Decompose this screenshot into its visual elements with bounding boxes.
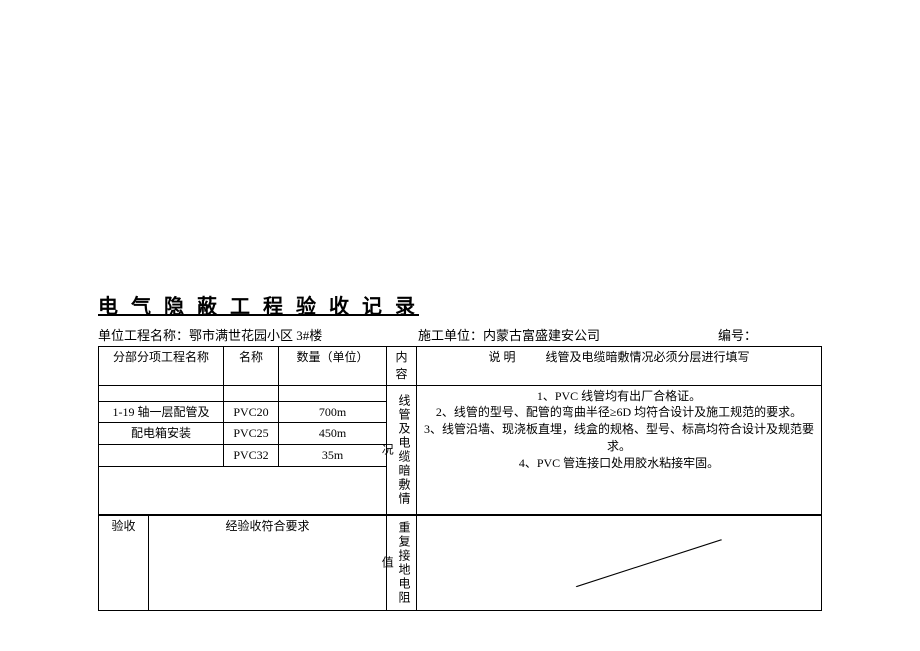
meta-contractor: 施工单位：内蒙古富盛建安公司 — [418, 325, 718, 344]
hdr-col4: 内容 — [387, 347, 417, 386]
notes-cell: 1、PVC 线管均有出厂合格证。 2、线管的型号、配管的弯曲半径≥6D 均符合设… — [417, 385, 822, 514]
meta-number: 编号： — [718, 325, 822, 344]
content-label: 线管及电缆暗敷情况 — [387, 385, 417, 514]
spacer-c1 — [99, 385, 224, 401]
meta-contractor-label: 施工单位： — [418, 328, 483, 343]
accept-ground-label: 重复接地电阻值 — [387, 515, 417, 610]
hdr-col2: 名称 — [224, 347, 279, 386]
signature-line — [558, 535, 740, 591]
hdr-col1: 分部分项工程名称 — [99, 347, 224, 386]
accept-result: 经验收符合要求 — [149, 515, 387, 610]
r1-qty: 700m — [279, 401, 387, 423]
meta-unit-value: 鄂市满世花园小区 3#楼 — [189, 328, 322, 343]
meta-unit-label: 单位工程名称： — [98, 328, 189, 343]
r1-spec: PVC20 — [224, 401, 279, 423]
r2-qty: 450m — [279, 423, 387, 445]
spacer-c2 — [224, 385, 279, 401]
r1-name: 1-19 轴一层配管及 — [99, 401, 224, 423]
spacer-c3 — [279, 385, 387, 401]
hdr-col5b: 线管及电缆暗敷情况必须分层进行填写 — [546, 350, 750, 364]
accept-table: 验收 经验收符合要求 重复接地电阻值 — [98, 515, 822, 611]
page-title: 电 气 隐 蔽 工 程 验 收 记 录 — [98, 290, 822, 319]
meta-unit: 单位工程名称：鄂市满世花园小区 3#楼 — [98, 325, 418, 344]
r3-qty: 35m — [279, 445, 387, 467]
r3-name — [99, 445, 224, 467]
meta-contractor-value: 内蒙古富盛建安公司 — [483, 328, 600, 343]
r3-spec: PVC32 — [224, 445, 279, 467]
meta-number-label: 编号： — [718, 328, 757, 343]
filler-cell — [99, 466, 387, 514]
main-table: 分部分项工程名称 名称 数量（单位） 内容 说 明 线管及电缆暗敷情况必须分层进… — [98, 346, 822, 515]
spacer-row: 线管及电缆暗敷情况 1、PVC 线管均有出厂合格证。 2、线管的型号、配管的弯曲… — [99, 385, 822, 401]
hdr-col5: 说 明 线管及电缆暗敷情况必须分层进行填写 — [417, 347, 822, 386]
hdr-col5a: 说 明 — [488, 350, 515, 364]
note-4: 4、PVC 管连接口处用胶水粘接牢固。 — [421, 455, 817, 472]
note-1: 1、PVC 线管均有出厂合格证。 — [421, 388, 817, 405]
r2-name: 配电箱安装 — [99, 423, 224, 445]
accept-label: 验收 — [99, 515, 149, 610]
r2-spec: PVC25 — [224, 423, 279, 445]
note-2: 2、线管的型号、配管的弯曲半径≥6D 均符合设计及施工规范的要求。 — [421, 404, 817, 421]
hdr-col3: 数量（单位） — [279, 347, 387, 386]
note-3: 3、线管沿墙、现浇板直埋，线盒的规格、型号、标高均符合设计及规范要求。 — [421, 421, 817, 455]
meta-row: 单位工程名称：鄂市满世花园小区 3#楼 施工单位：内蒙古富盛建安公司 编号： — [98, 325, 822, 344]
accept-row: 验收 经验收符合要求 重复接地电阻值 — [99, 515, 822, 610]
header-row: 分部分项工程名称 名称 数量（单位） 内容 说 明 线管及电缆暗敷情况必须分层进… — [99, 347, 822, 386]
signature-cell — [417, 515, 822, 610]
